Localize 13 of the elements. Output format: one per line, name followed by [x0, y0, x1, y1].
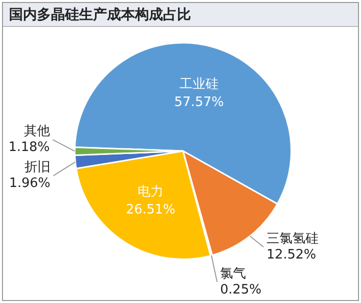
data-label: 57.57% [174, 95, 224, 110]
slice-label: 折旧 [24, 160, 50, 176]
slice-label: 其他 [24, 124, 50, 140]
slice-label: 三氯氢硅 [266, 231, 319, 246]
data-label: 1.96% [9, 176, 50, 192]
data-label: 0.25% [220, 282, 262, 298]
slice-label: 电力 [138, 184, 164, 200]
chart-title: 国内多晶硅生产成本构成占比 [3, 3, 358, 27]
data-label: 1.18% [8, 140, 50, 156]
slice-label: 氯气 [220, 266, 246, 282]
slice-label: 工业硅 [180, 77, 219, 92]
data-label: 12.52% [266, 247, 316, 262]
data-label: 26.51% [126, 202, 176, 218]
